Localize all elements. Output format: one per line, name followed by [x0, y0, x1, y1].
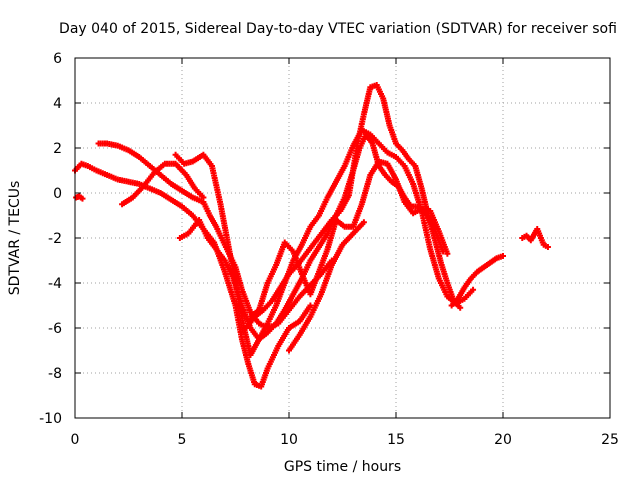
x-tick-label: 25 [601, 432, 619, 448]
x-tick-label: 10 [280, 432, 298, 448]
series-track-g [243, 82, 464, 331]
series-track-h [247, 158, 451, 320]
x-axis: 0 5 10 15 20 25 [71, 58, 619, 448]
x-tick-label: 0 [71, 432, 80, 448]
data-point [457, 304, 464, 311]
y-tick-label: -6 [48, 321, 62, 337]
data-point [307, 302, 314, 309]
y-tick-label: 6 [53, 51, 62, 67]
data-point [200, 194, 207, 201]
data-points [72, 82, 551, 390]
x-tick-label: 5 [178, 432, 187, 448]
data-point [444, 250, 451, 257]
y-tick-label: -2 [48, 231, 62, 247]
x-tick-label: 20 [494, 432, 512, 448]
data-point [544, 244, 551, 250]
data-point [500, 253, 506, 259]
y-tick-label: 0 [53, 186, 62, 202]
y-tick-label: 4 [53, 96, 62, 112]
y-tick-label: 2 [53, 141, 62, 157]
data-point [470, 286, 477, 293]
series-track-k [519, 226, 551, 250]
data-point [79, 195, 86, 202]
series-track-c [119, 160, 207, 208]
series-track-d [73, 193, 86, 202]
chart-title: Day 040 of 2015, Sidereal Day-to-day VTE… [59, 21, 617, 37]
series-track-i [286, 219, 367, 354]
y-tick-label: -8 [48, 366, 62, 382]
x-axis-label: GPS time / hours [284, 459, 401, 475]
series-track-j [448, 253, 506, 309]
x-tick-label: 15 [387, 432, 405, 448]
y-axis: -10 -8 -6 -4 -2 0 2 4 6 [39, 51, 610, 427]
y-tick-label: -10 [39, 411, 62, 427]
y-tick-label: -4 [48, 276, 62, 292]
y-axis-label: SDTVAR / TECUs [7, 181, 23, 296]
data-point [360, 219, 367, 226]
